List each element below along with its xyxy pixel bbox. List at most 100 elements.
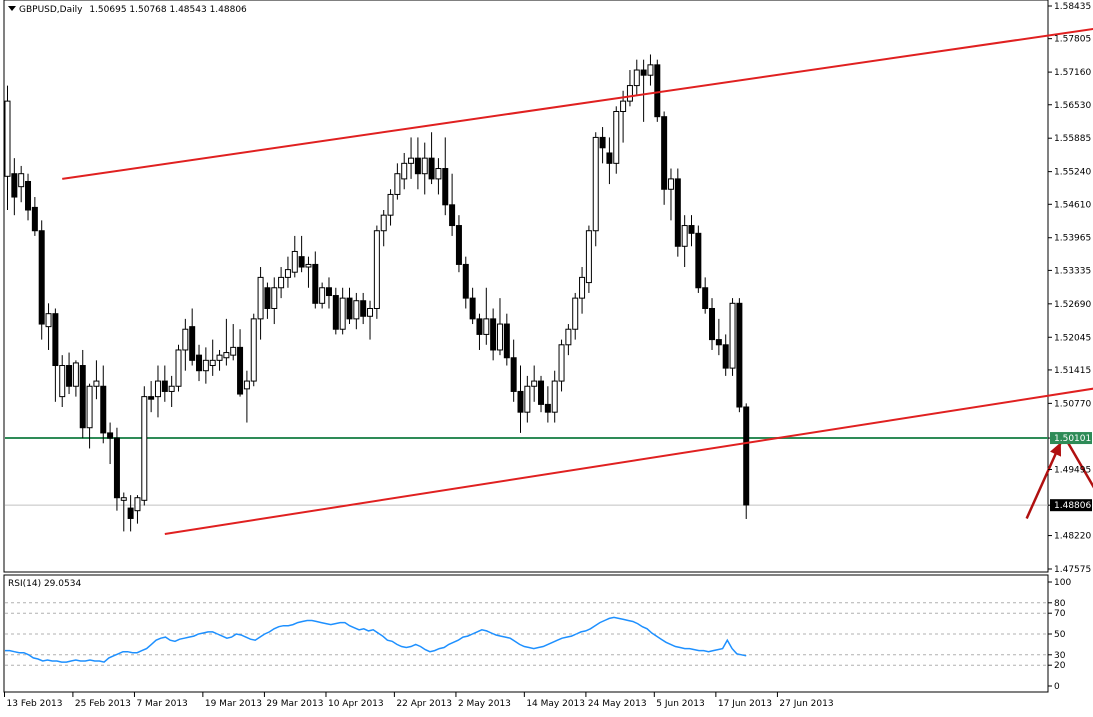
- candle-body: [79, 365, 86, 429]
- price-tick-label: 1.57160: [1054, 68, 1091, 78]
- price-tick-label: 1.53335: [1054, 266, 1091, 276]
- candle-body: [613, 110, 620, 164]
- candle-body: [319, 287, 326, 304]
- date-tick-label: 25 Feb 2013: [75, 699, 131, 709]
- candle-body: [455, 225, 462, 265]
- rsi-tick-label: 30: [1054, 651, 1066, 661]
- candle-body: [202, 359, 209, 372]
- candle-body: [503, 323, 510, 359]
- candle-body: [127, 507, 134, 519]
- candle-body: [4, 100, 11, 177]
- candle-body: [168, 385, 175, 392]
- candle-body: [599, 136, 606, 149]
- rsi-polyline: [5, 616, 747, 663]
- candle-body: [360, 300, 367, 317]
- candle-body: [38, 230, 45, 325]
- chart-header: GBPUSD,Daily 1.50695 1.50768 1.48543 1.4…: [8, 5, 247, 15]
- candle-body: [134, 497, 141, 512]
- candle-body: [483, 318, 490, 335]
- candle-body: [558, 344, 565, 382]
- candle-body: [353, 300, 360, 320]
- candle-body: [243, 380, 250, 390]
- arrow-up-icon-shaft: [1025, 441, 1063, 519]
- support-price-box: [1050, 432, 1092, 445]
- rsi-line: [5, 616, 747, 663]
- channel-lower-line: [164, 387, 1093, 535]
- candle-body: [551, 380, 558, 413]
- candle-body: [654, 64, 661, 118]
- price-tick-label: 1.48806: [1054, 501, 1091, 511]
- candle-body: [585, 230, 592, 284]
- candle-body: [367, 307, 374, 317]
- price-tick-label: 1.57805: [1054, 35, 1091, 45]
- candle-body: [332, 295, 339, 330]
- date-tick-label: 19 Mar 2013: [205, 699, 262, 709]
- candle-body: [209, 359, 216, 367]
- candle-body: [736, 302, 743, 408]
- candle-body: [312, 263, 319, 304]
- candle-body: [278, 276, 285, 289]
- candle-body: [421, 157, 428, 175]
- candle-body: [449, 204, 456, 227]
- candle-body: [339, 297, 346, 330]
- candle-body: [469, 297, 476, 320]
- support-line: [5, 437, 1048, 506]
- rsi-tick-label: 50: [1054, 630, 1066, 640]
- candles: [4, 54, 750, 532]
- candle-body: [620, 100, 627, 112]
- candle-body: [715, 339, 722, 346]
- date-tick-label: 27 Jun 2013: [779, 699, 833, 709]
- price-tick-label: 1.49495: [1054, 465, 1091, 475]
- candle-body: [298, 256, 305, 268]
- price-tick-label: 1.50101: [1054, 434, 1091, 444]
- price-tick-label: 1.52690: [1054, 300, 1091, 310]
- candle-body: [442, 168, 449, 206]
- candle-body: [52, 313, 59, 367]
- symbol-label: GBPUSD,Daily: [19, 5, 83, 15]
- candle-body: [428, 157, 435, 180]
- candle-body: [531, 380, 538, 387]
- price-tick-label: 1.56530: [1054, 101, 1091, 111]
- candle-body: [18, 173, 25, 188]
- candle-body: [606, 152, 613, 164]
- candle-body: [435, 168, 442, 180]
- candle-body: [284, 269, 291, 278]
- candle-body: [640, 69, 647, 76]
- candle-body: [189, 326, 196, 361]
- triangle-down-icon[interactable]: [8, 6, 16, 11]
- candle-body: [681, 225, 688, 247]
- rsi-tick-label: 100: [1054, 578, 1071, 588]
- price-tick-label: 1.50770: [1054, 399, 1091, 409]
- candle-body: [120, 497, 127, 501]
- candle-body: [148, 396, 155, 400]
- candle-body: [11, 173, 18, 198]
- candle-body: [729, 302, 736, 369]
- rsi-label: RSI(14) 29.0534: [8, 579, 82, 589]
- candle-body: [401, 162, 408, 180]
- date-tick-label: 22 Apr 2013: [396, 699, 452, 709]
- date-tick-label: 24 May 2013: [588, 699, 647, 709]
- date-axis: 13 Feb 2013 25 Feb 2013 7 Mar 2013 19 Mar 2…: [4, 692, 834, 709]
- candle-body: [230, 346, 237, 356]
- candle-body: [154, 380, 161, 398]
- price-tick-label: 1.53965: [1054, 234, 1091, 244]
- candle-body: [414, 157, 421, 175]
- candle-body: [517, 390, 524, 413]
- candle-body: [524, 385, 531, 413]
- candle-body: [387, 193, 394, 216]
- candle-body: [107, 432, 114, 439]
- date-tick-label: 17 Jun 2013: [718, 699, 772, 709]
- candle-body: [510, 357, 517, 392]
- current-price-box: [1050, 499, 1092, 512]
- date-tick-label: 29 Mar 2013: [266, 699, 323, 709]
- candle-body: [291, 250, 298, 273]
- trend-channel: [62, 27, 1093, 535]
- candle-body: [394, 173, 401, 195]
- forecast-arrows: [1025, 441, 1093, 519]
- candle-body: [271, 287, 278, 309]
- candle-body: [674, 178, 681, 247]
